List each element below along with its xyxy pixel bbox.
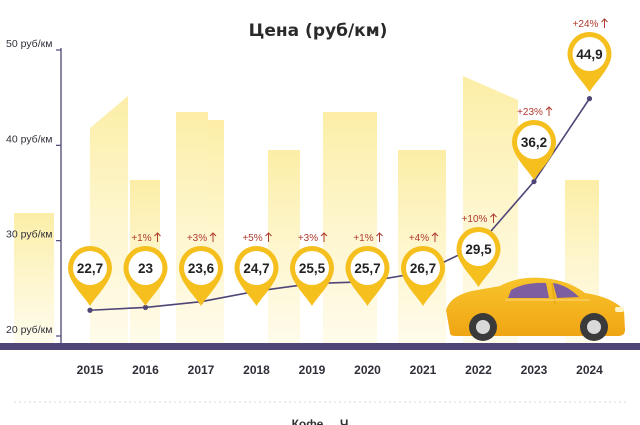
change-label: +24% [573,19,599,30]
footer-caption: Кофе ... Ч [292,417,349,425]
x-tick-label: 2023 [521,363,548,377]
up-arrow-icon [601,18,608,28]
pin-label-background [239,251,274,285]
x-tick-label: 2024 [576,363,603,377]
up-arrow-icon [545,106,553,116]
y-tick-label: 40 руб/км [6,133,52,145]
x-tick-label: 2019 [299,363,326,377]
value-label: 36,2 [521,135,547,150]
change-label: +1% [353,233,373,244]
value-label: 44,9 [576,47,602,62]
up-arrow-icon [431,232,439,242]
data-point [87,307,93,313]
x-tick-label: 2020 [354,363,381,377]
value-pin: 26,7 [401,246,445,306]
pin-label-background [350,251,385,285]
price-series-line [89,98,591,312]
value-label: 24,7 [243,261,269,276]
change-label: +4% [409,233,429,244]
up-arrow-icon [376,232,383,242]
x-axis-labels: 2015 2016 2017 2018 2019 2020 2021 2022 2023 2024 [77,363,604,377]
x-tick-label: 2018 [243,363,270,377]
pin-label-background [461,232,496,266]
change-label: +3% [298,233,318,244]
value-pin: 25,5 [290,246,334,306]
change-label: +5% [242,233,262,244]
pin-label-background [295,251,329,285]
up-arrow-icon [490,213,497,223]
x-tick-label: 2021 [410,363,437,377]
x-tick-label: 2017 [188,363,215,377]
value-label: 25,7 [354,261,380,276]
pin-label-background [406,251,440,285]
y-tick-label: 20 руб/км [6,324,52,336]
pin-label-background [73,251,107,285]
value-pin: 29,5 [456,227,501,287]
x-tick-label: 2016 [132,363,159,377]
value-pin: 24,7 [234,246,279,306]
pin-label-background [517,125,551,159]
value-label: 25,5 [299,261,326,276]
car-illustration [446,277,625,341]
value-pin: 23,6 [179,246,223,306]
value-label: 22,7 [77,261,103,276]
change-label: +1% [131,233,151,244]
pin-label-background [128,251,163,285]
data-point [586,96,593,102]
value-pin: 23 [123,246,168,306]
value-pin: 25,7 [345,246,390,306]
x-tick-label: 2015 [77,363,104,377]
change-label: +10% [462,214,488,225]
change-label: +3% [187,233,207,244]
value-pins: 22,7 23 23,6 24,7 25,5 25,7 26,7 29,5 36,2 44,9 [67,32,612,306]
y-tick-label: 50 руб/км [6,38,52,50]
value-pin: 22,7 [67,245,112,306]
chart-title: Цена (руб/км) [249,21,388,41]
up-arrow-icon [154,232,161,242]
change-labels: +1% +3% +5% +3% +1% +4% +10% +23% +24% [131,18,608,244]
change-label: +23% [517,107,543,118]
x-tick-label: 2022 [465,363,492,377]
value-label: 26,7 [410,261,436,276]
value-label: 23,6 [188,261,215,276]
value-label: 23 [138,261,154,276]
up-arrow-icon [209,232,217,242]
data-point [531,178,537,185]
up-arrow-icon [320,232,328,242]
pin-label-background [572,37,607,71]
baseline-road [0,343,640,350]
value-label: 29,5 [465,242,492,257]
value-pin: 44,9 [567,32,612,92]
y-axis-ticks: 20 руб/км 30 руб/км 40 руб/км 50 руб/км [6,38,61,337]
value-pin: 36,2 [512,120,556,180]
y-tick-label: 30 руб/км [6,229,52,241]
up-arrow-icon [265,232,272,242]
pin-label-background [184,251,218,285]
data-point [142,304,149,310]
